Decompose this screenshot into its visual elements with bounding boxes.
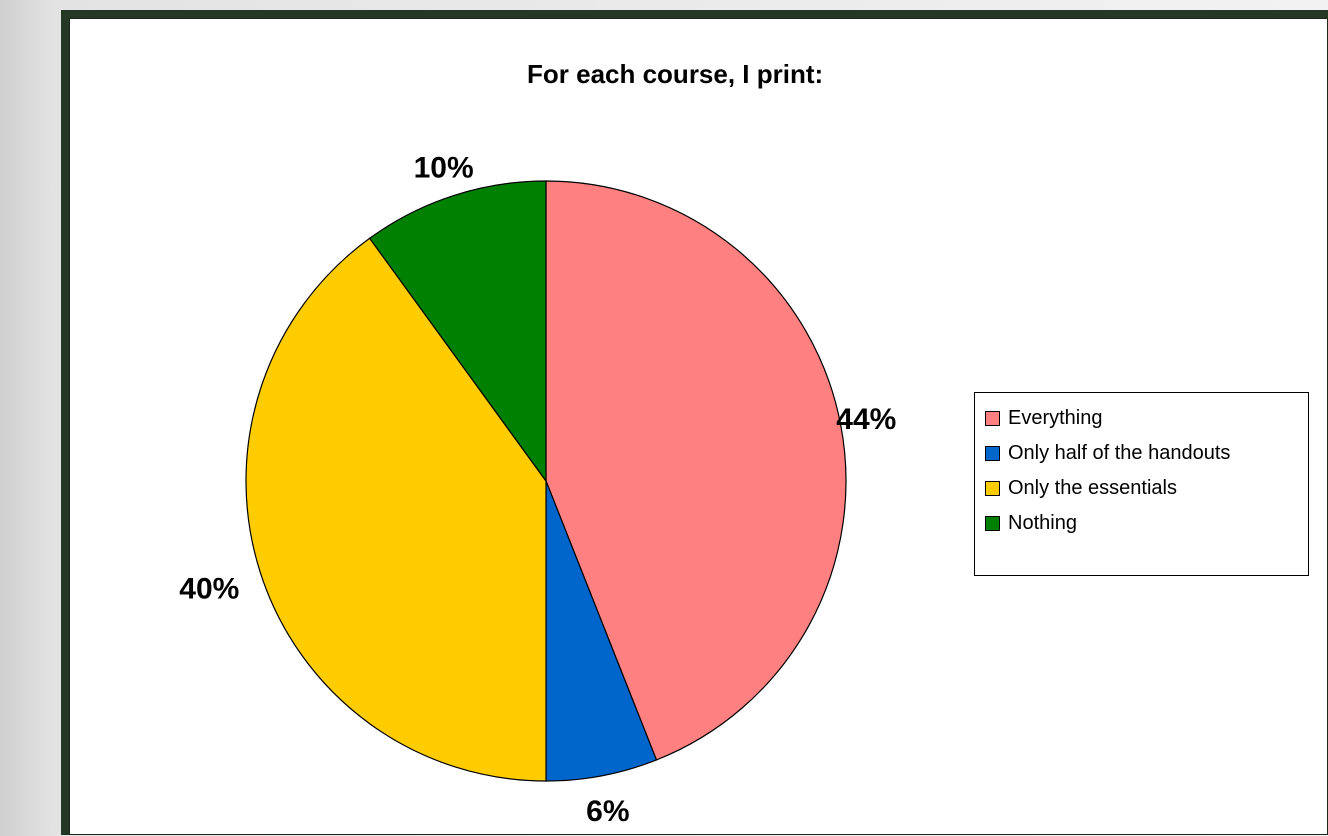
- pie-label-only-half-of-the-handouts: 6%: [586, 795, 629, 828]
- legend-item-nothing: Nothing: [975, 506, 1308, 541]
- pie-chart: 44% 6% 40% 10%: [179, 151, 896, 828]
- pie-label-nothing: 10%: [414, 151, 474, 184]
- pie-slice-only-the-essentials: [245, 237, 547, 782]
- pie-slice-everything: [545, 180, 847, 761]
- legend-label: Only the essentials: [1008, 477, 1177, 499]
- legend-item-half-handouts: Only half of the handouts: [975, 436, 1308, 471]
- chart-frame: For each course, I print: 44% 6% 40% 10% Ev…: [61, 10, 1328, 835]
- legend-label: Nothing: [1008, 512, 1077, 534]
- legend-item-everything: Everything: [975, 401, 1308, 436]
- pie-label-everything: 44%: [836, 403, 896, 436]
- legend-swatch: [985, 516, 1000, 531]
- chart-title: For each course, I print:: [527, 59, 824, 89]
- legend: Everything Only half of the handouts Onl…: [974, 392, 1309, 576]
- chart-panel: For each course, I print: 44% 6% 40% 10% Ev…: [69, 18, 1328, 835]
- legend-swatch: [985, 411, 1000, 426]
- legend-label: Everything: [1008, 407, 1103, 429]
- pie-label-only-the-essentials: 40%: [179, 572, 239, 605]
- legend-swatch: [985, 446, 1000, 461]
- legend-label: Only half of the handouts: [1008, 442, 1231, 464]
- legend-item-essentials: Only the essentials: [975, 471, 1308, 506]
- legend-swatch: [985, 481, 1000, 496]
- pie-slice-nothing: [368, 180, 547, 483]
